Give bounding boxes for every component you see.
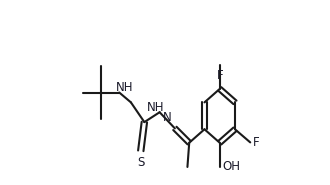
Text: F: F: [216, 69, 223, 82]
Text: S: S: [137, 156, 145, 169]
Text: OH: OH: [222, 160, 241, 173]
Text: NH: NH: [147, 101, 164, 114]
Text: NH: NH: [116, 81, 134, 94]
Text: N: N: [163, 111, 171, 124]
Text: F: F: [252, 136, 259, 149]
